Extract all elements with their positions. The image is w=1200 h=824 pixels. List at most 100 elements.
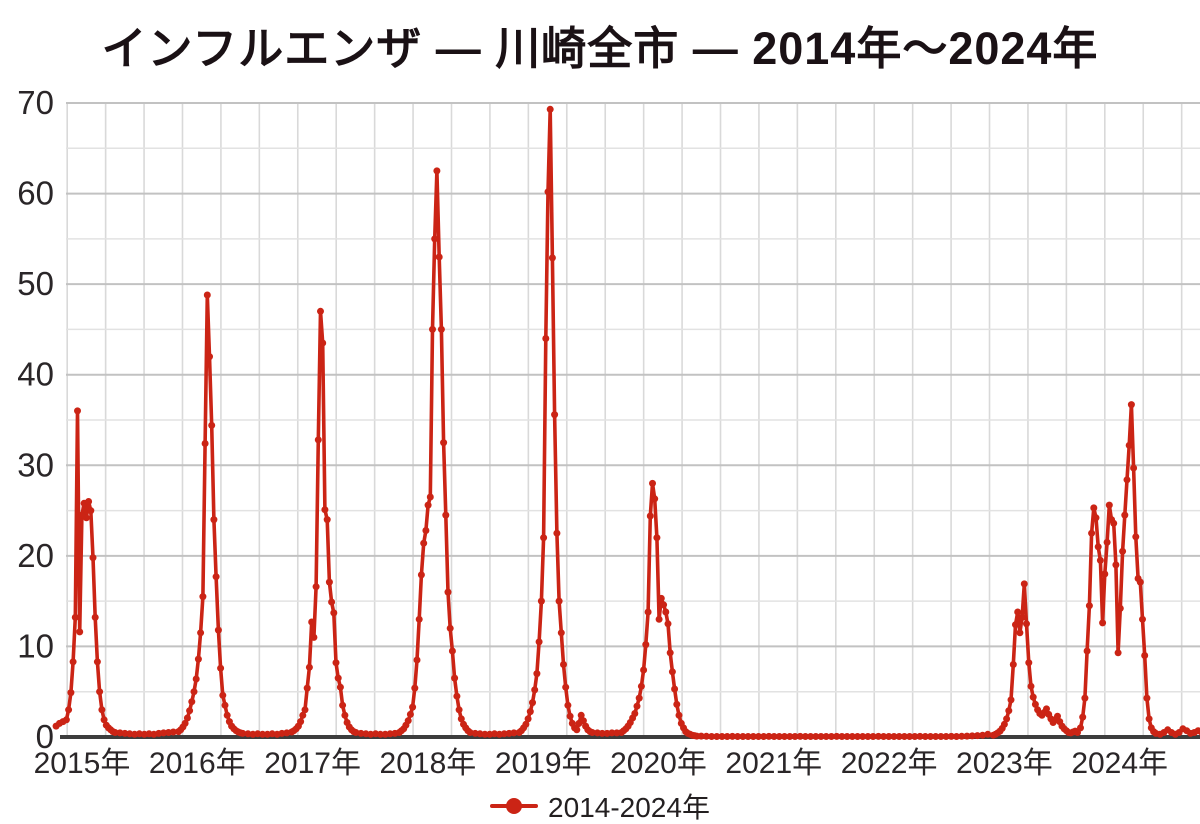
- data-point-dot: [223, 711, 231, 719]
- data-point-dot: [540, 534, 548, 542]
- data-point-dot: [1016, 629, 1024, 637]
- data-point-dot: [336, 683, 344, 691]
- legend-label: 2014-2024年: [548, 792, 710, 823]
- data-point-dot: [1025, 659, 1033, 667]
- data-point-dot: [190, 688, 198, 696]
- data-point-dot: [848, 733, 856, 740]
- data-point-dot: [529, 699, 536, 707]
- data-point-dot: [1088, 529, 1096, 537]
- data-point-dot: [968, 732, 976, 740]
- data-point-dot: [718, 733, 726, 740]
- data-point-dot: [1145, 715, 1153, 723]
- data-point-dot: [531, 686, 539, 694]
- data-point-dot: [781, 733, 788, 740]
- data-point-dot: [65, 706, 73, 714]
- data-point-dot: [633, 702, 641, 710]
- data-point-dot: [524, 715, 532, 723]
- data-point-dot: [76, 628, 84, 636]
- data-point-dot: [843, 733, 851, 740]
- data-point-dot: [666, 649, 674, 657]
- data-point-dot: [74, 407, 81, 415]
- data-point-dot: [201, 440, 209, 447]
- data-point-dot: [510, 729, 518, 737]
- data-point-dot: [1031, 700, 1039, 708]
- data-point-dot: [424, 501, 432, 509]
- data-point-dot: [210, 516, 218, 524]
- data-point-dot: [457, 715, 465, 723]
- data-point-dot: [312, 583, 320, 591]
- x-axis-tick-label: 2017年: [264, 747, 361, 780]
- data-point-dot: [1103, 538, 1111, 546]
- data-point-dot: [635, 694, 643, 702]
- data-point-dot: [341, 711, 349, 719]
- data-point-dot: [87, 507, 95, 515]
- data-point-dot: [546, 105, 554, 113]
- data-point-dot: [1020, 580, 1028, 588]
- data-point-dot: [1005, 707, 1013, 715]
- data-point-dot: [937, 733, 945, 740]
- data-point-dot: [664, 620, 672, 628]
- data-point-dot: [1099, 619, 1107, 627]
- data-point-dot: [566, 712, 574, 720]
- data-point-dot: [451, 674, 459, 682]
- data-point-dot: [817, 733, 825, 740]
- data-point-dot: [673, 700, 681, 708]
- data-point-dot: [671, 685, 679, 693]
- data-point-dot: [542, 335, 550, 342]
- data-point-dot: [551, 411, 559, 419]
- data-point-dot: [588, 729, 596, 736]
- data-point-dot: [197, 629, 205, 637]
- y-axis-tick-label: 50: [17, 265, 54, 302]
- data-point-dot: [1101, 570, 1109, 578]
- data-point-dot: [1077, 724, 1084, 732]
- data-point-dot: [675, 711, 683, 719]
- data-point-dot: [653, 534, 661, 542]
- data-point-dot: [958, 732, 966, 740]
- data-point-dot: [640, 666, 648, 674]
- data-point-dot: [544, 188, 552, 196]
- data-point-dot: [744, 733, 752, 740]
- data-point-dot: [657, 594, 665, 602]
- data-point-dot: [440, 439, 448, 447]
- data-point-dot: [739, 733, 747, 740]
- data-point-dot: [660, 601, 668, 609]
- y-axis-tick-label: 70: [17, 84, 54, 121]
- data-point-dot: [413, 656, 421, 664]
- data-point-dot: [760, 733, 768, 740]
- legend-line-marker-icon: [490, 798, 539, 814]
- data-point-dot: [749, 733, 757, 740]
- y-axis-tick-label: 60: [17, 175, 54, 212]
- data-point-dot: [71, 613, 79, 621]
- data-point-dot: [1054, 712, 1061, 720]
- data-point-dot: [1083, 647, 1091, 655]
- data-point-dot: [1079, 713, 1087, 721]
- data-point-dot: [455, 706, 463, 714]
- data-point-dot: [404, 717, 412, 725]
- data-point-dot: [415, 615, 423, 623]
- data-point-dot: [96, 688, 104, 696]
- data-point-dot: [1094, 543, 1102, 551]
- data-point-dot: [537, 597, 545, 605]
- data-point-dot: [206, 353, 213, 361]
- x-axis-tick-label: 2021年: [725, 747, 822, 780]
- data-point-dot: [169, 728, 177, 736]
- data-point-dot: [417, 571, 425, 579]
- data-point-dot: [69, 658, 77, 666]
- data-point-dot: [562, 683, 570, 691]
- data-point-dot: [330, 609, 338, 617]
- data-point-dot: [833, 732, 841, 740]
- data-point-dot: [433, 167, 441, 175]
- data-point-dot: [1119, 547, 1127, 555]
- data-point-dot: [854, 733, 861, 740]
- data-point-dot: [431, 235, 439, 243]
- data-point-dot: [579, 717, 587, 725]
- data-point-dot: [85, 498, 93, 505]
- data-point-dot: [770, 733, 778, 740]
- data-point-dot: [314, 436, 322, 444]
- data-point-dot: [838, 733, 846, 740]
- x-axis-tick-label: 2018年: [380, 747, 477, 780]
- data-point-dot: [212, 573, 220, 581]
- data-point-dot: [984, 730, 992, 738]
- data-point-dot: [885, 733, 893, 740]
